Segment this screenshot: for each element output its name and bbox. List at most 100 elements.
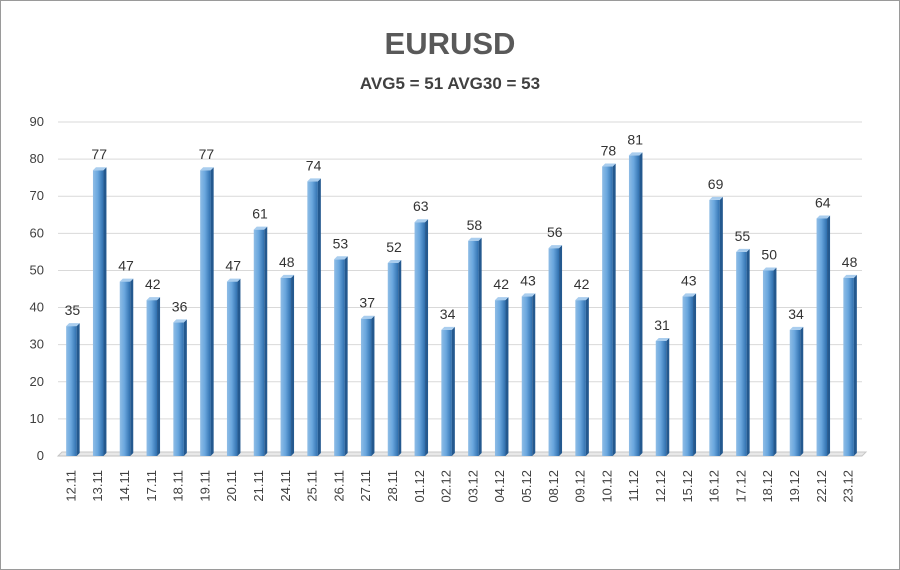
- bar-top: [736, 248, 750, 252]
- x-tick-label: 23.12: [841, 470, 856, 503]
- bar-front: [414, 222, 426, 456]
- gridlines: [58, 121, 862, 420]
- bar: [682, 293, 697, 456]
- data-label: 77: [199, 146, 215, 162]
- bar-top: [602, 163, 616, 167]
- chart-title: EURUSD: [384, 26, 516, 61]
- bar: [200, 167, 214, 456]
- data-label: 43: [681, 272, 697, 288]
- y-axis-ticks: 0 10 20 30 40 50 60 70 80 90: [30, 114, 44, 463]
- bar-top: [709, 196, 723, 200]
- bar-side: [291, 274, 295, 456]
- bar-top: [521, 293, 536, 297]
- bar: [360, 315, 375, 456]
- data-label: 48: [842, 254, 858, 270]
- bar-top: [92, 167, 107, 171]
- y-tick-label: 20: [30, 374, 44, 389]
- bar: [628, 152, 643, 456]
- bar-top: [414, 219, 429, 223]
- bar: [119, 278, 134, 456]
- y-tick-label: 80: [30, 151, 44, 166]
- x-tick-label: 10.12: [599, 470, 614, 503]
- bar-front: [119, 281, 131, 456]
- bar: [789, 326, 804, 456]
- bar-front: [387, 263, 399, 456]
- y-tick-label: 30: [30, 337, 44, 352]
- bar: [655, 337, 670, 456]
- bar-side: [264, 226, 268, 456]
- x-tick-label: 12.11: [63, 470, 78, 502]
- x-tick-label: 09.12: [573, 470, 588, 503]
- bar-front: [200, 170, 211, 456]
- x-tick-label: 02.12: [439, 470, 454, 503]
- bar-front: [360, 318, 372, 456]
- bar-top: [682, 293, 697, 297]
- data-label: 37: [359, 295, 375, 311]
- bar: [66, 323, 80, 456]
- bar-side: [505, 297, 509, 456]
- x-tick-label: 21.11: [251, 470, 266, 502]
- bar-side: [773, 267, 777, 456]
- bar-front: [521, 296, 533, 456]
- bar-side: [76, 323, 80, 456]
- data-label: 78: [601, 143, 617, 159]
- x-tick-label: 04.12: [492, 470, 507, 503]
- x-tick-label: 26.11: [331, 470, 346, 502]
- y-tick-label: 0: [37, 448, 44, 463]
- data-label: 42: [145, 276, 161, 292]
- x-tick-label: 19.11: [197, 470, 212, 502]
- x-tick-label: 12.12: [653, 470, 668, 503]
- bar: [334, 256, 348, 456]
- y-tick-label: 40: [30, 300, 44, 315]
- bar-side: [317, 178, 321, 456]
- bar-side: [559, 245, 563, 456]
- bar-front: [146, 300, 158, 456]
- bar-front: [307, 181, 318, 456]
- bar: [92, 167, 107, 456]
- bar-front: [602, 166, 613, 457]
- x-tick-label: 03.12: [465, 470, 480, 503]
- data-label: 63: [413, 198, 429, 214]
- bar: [441, 326, 455, 456]
- bars: [66, 152, 857, 457]
- data-label: 36: [172, 298, 188, 314]
- bar-front: [253, 229, 265, 456]
- bar-side: [478, 237, 482, 456]
- x-tick-label: 22.12: [814, 470, 829, 503]
- y-tick-label: 60: [30, 225, 44, 240]
- bar-side: [719, 196, 723, 456]
- bar-side: [344, 256, 348, 456]
- data-label: 58: [467, 217, 483, 233]
- x-tick-label: 28.11: [385, 470, 400, 502]
- bar: [280, 274, 295, 456]
- bar-side: [666, 337, 670, 456]
- data-label: 64: [815, 194, 831, 210]
- bar: [494, 297, 509, 456]
- bar-side: [612, 163, 616, 457]
- bar-top: [200, 167, 214, 171]
- x-tick-label: 17.11: [144, 470, 159, 502]
- bar: [468, 237, 482, 456]
- x-tick-label: 08.12: [546, 470, 561, 503]
- x-tick-label: 24.11: [278, 470, 293, 502]
- bar-side: [425, 219, 429, 456]
- bar-side: [103, 167, 107, 456]
- data-label: 52: [386, 239, 402, 255]
- bar-top: [280, 274, 295, 278]
- bar-front: [628, 155, 640, 456]
- bar-top: [843, 274, 857, 278]
- x-tick-label: 27.11: [358, 470, 373, 502]
- chart-subtitle: AVG5 = 51 AVG30 = 53: [359, 74, 541, 93]
- bar-side: [237, 278, 241, 456]
- data-label: 61: [252, 206, 268, 222]
- x-tick-label: 16.12: [707, 470, 722, 503]
- data-label: 74: [306, 157, 322, 173]
- bar: [414, 219, 429, 456]
- bar: [843, 274, 857, 456]
- bar-side: [853, 274, 857, 456]
- data-label: 55: [735, 228, 751, 244]
- y-tick-label: 90: [30, 114, 44, 129]
- bar-front: [468, 240, 479, 456]
- bar-side: [639, 152, 643, 456]
- bar-top: [66, 323, 80, 327]
